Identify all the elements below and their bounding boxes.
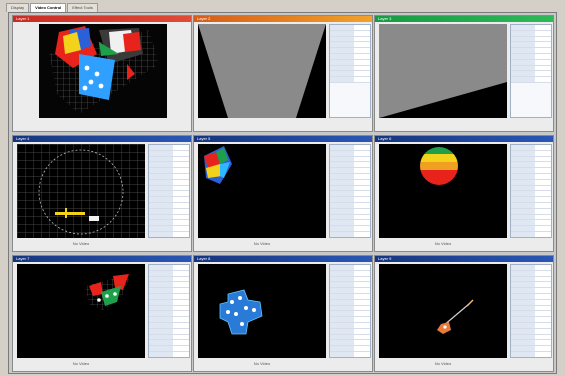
- layer-properties-8[interactable]: [329, 264, 371, 358]
- preview-graphic-2: [198, 24, 326, 118]
- layer-caption-8: No Video: [253, 361, 271, 366]
- layer-preview-2[interactable]: [198, 24, 326, 118]
- layer-panel-1[interactable]: Layer 1: [12, 15, 192, 132]
- tab-bar: Display Video Control Effect Tools: [6, 3, 99, 12]
- layer-header-8[interactable]: Layer 8: [194, 256, 372, 262]
- preview-graphic-3: [379, 24, 507, 118]
- layer-preview-8[interactable]: [198, 264, 326, 358]
- layer-preview-9[interactable]: [379, 264, 507, 358]
- layer-panel-9[interactable]: Layer 9: [374, 255, 554, 372]
- layer-properties-7[interactable]: [148, 264, 190, 358]
- layer-properties-2[interactable]: [329, 24, 371, 118]
- layer-panel-5[interactable]: Layer 5: [193, 135, 373, 252]
- layer-header-1[interactable]: Layer 1: [13, 16, 191, 22]
- layer-caption-9: No Video: [434, 361, 452, 366]
- layer-preview-7[interactable]: [17, 264, 145, 358]
- tab-video-control[interactable]: Video Control: [30, 3, 67, 12]
- layer-panel-4[interactable]: Layer 4: [12, 135, 192, 252]
- layer-header-9[interactable]: Layer 9: [375, 256, 553, 262]
- layer-header-2[interactable]: Layer 2: [194, 16, 372, 22]
- layer-properties-9[interactable]: [510, 264, 552, 358]
- layer-header-3[interactable]: Layer 3: [375, 16, 553, 22]
- layer-properties-6[interactable]: [510, 144, 552, 238]
- layer-panel-7[interactable]: Layer 7: [12, 255, 192, 372]
- layer-caption-6: No Video: [434, 241, 452, 246]
- layer-properties-3[interactable]: [510, 24, 552, 118]
- layer-header-4[interactable]: Layer 4: [13, 136, 191, 142]
- tab-effect-tools[interactable]: Effect Tools: [67, 3, 98, 12]
- preview-graphic-5: [198, 144, 326, 238]
- layer-header-6[interactable]: Layer 6: [375, 136, 553, 142]
- preview-graphic-8: [198, 264, 326, 358]
- preview-graphic-7: [17, 264, 145, 358]
- preview-graphic-4: [17, 144, 145, 238]
- layer-panel-6[interactable]: Layer 6: [374, 135, 554, 252]
- tab-display[interactable]: Display: [6, 3, 30, 12]
- layer-panel-8[interactable]: Layer 8: [193, 255, 373, 372]
- layer-properties-5[interactable]: [329, 144, 371, 238]
- layer-preview-3[interactable]: [379, 24, 507, 118]
- layer-header-7[interactable]: Layer 7: [13, 256, 191, 262]
- layer-caption-7: No Video: [72, 361, 90, 366]
- layer-caption-5: No Video: [253, 241, 271, 246]
- layer-preview-1[interactable]: [39, 24, 167, 118]
- layer-panel-2[interactable]: Layer 2: [193, 15, 373, 132]
- layer-panel-3[interactable]: Layer 3: [374, 15, 554, 132]
- layer-caption-4: No Video: [72, 241, 90, 246]
- layer-properties-4[interactable]: [148, 144, 190, 238]
- layer-preview-6[interactable]: [379, 144, 507, 238]
- layer-grid: Layer 1: [8, 12, 557, 374]
- layer-header-5[interactable]: Layer 5: [194, 136, 372, 142]
- layer-preview-5[interactable]: [198, 144, 326, 238]
- preview-graphic-6: [379, 144, 507, 238]
- layer-preview-4[interactable]: [17, 144, 145, 238]
- preview-graphic-9: [379, 264, 507, 358]
- preview-graphic-1: [39, 24, 167, 118]
